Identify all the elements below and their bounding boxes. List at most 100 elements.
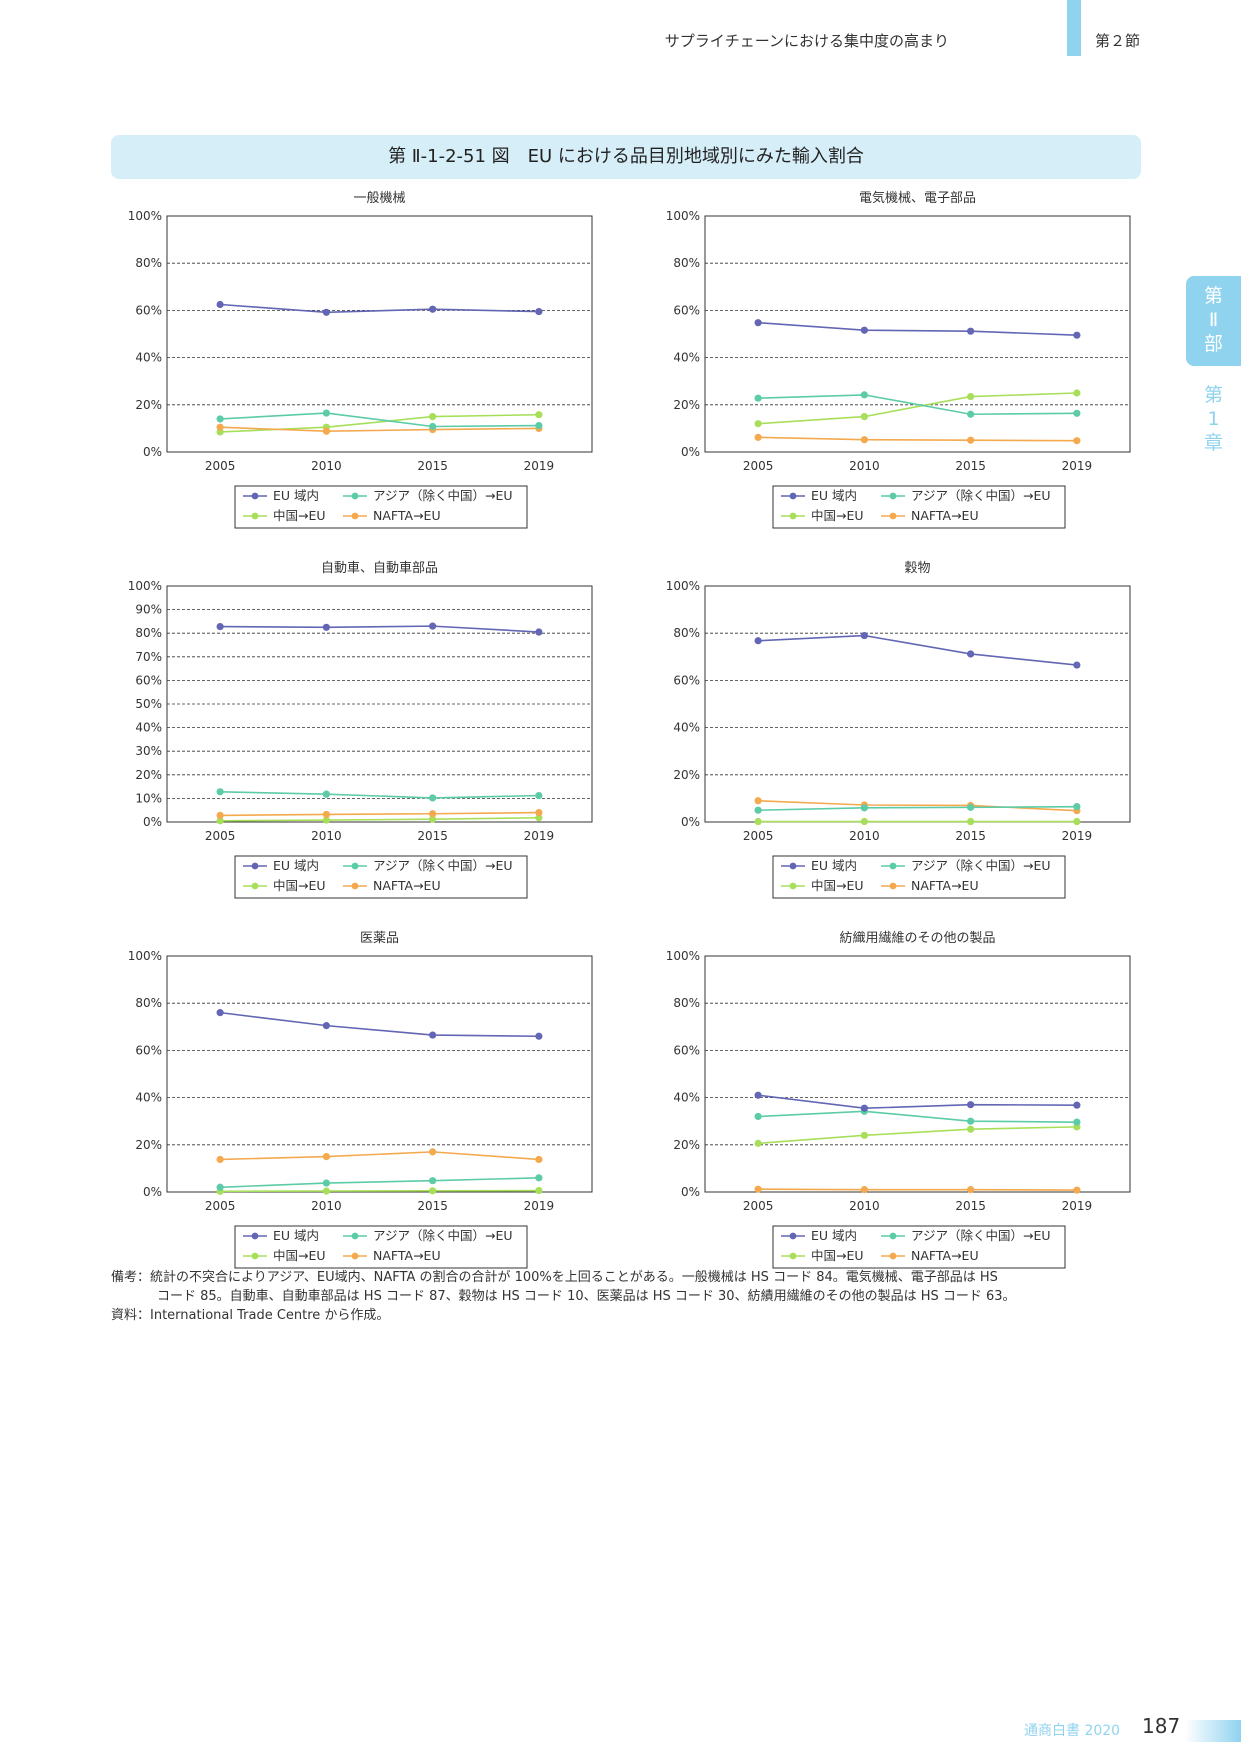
x-tick-label: 2019 xyxy=(524,1199,555,1213)
y-tick-label: 30% xyxy=(135,744,162,758)
data-point xyxy=(1073,331,1081,339)
chapter-tab-char: 第 xyxy=(1203,384,1223,406)
chapter-tab: 第 1 章 xyxy=(1186,383,1241,455)
data-point xyxy=(860,1186,868,1194)
plot-frame xyxy=(704,585,1131,823)
legend-swatch-dot xyxy=(789,882,797,890)
legend-box xyxy=(234,855,528,899)
data-point xyxy=(967,1125,975,1133)
data-point xyxy=(754,433,762,441)
part-tab-char: 第 xyxy=(1203,285,1223,307)
x-tick-label: 2005 xyxy=(743,829,774,843)
legend-label: EU 域内 xyxy=(273,488,319,503)
y-tick-label: 60% xyxy=(135,1043,162,1057)
series-line xyxy=(220,303,539,314)
data-point xyxy=(754,1139,762,1147)
data-point xyxy=(216,788,224,796)
legend-label: アジア（除く中国）→EU xyxy=(373,488,513,503)
plot-frame xyxy=(704,955,1131,1193)
data-point xyxy=(1073,1101,1081,1109)
data-point xyxy=(216,817,224,825)
plot-frame xyxy=(166,215,593,453)
series-line xyxy=(758,392,1077,425)
data-point xyxy=(860,817,868,826)
footer-book-title: 通商白書 2020 xyxy=(1024,1723,1121,1739)
data-point xyxy=(216,1009,224,1017)
data-point xyxy=(535,1155,543,1164)
y-tick-label: 0% xyxy=(681,815,700,829)
y-tick-label: 20% xyxy=(673,768,700,782)
y-tick-label: 40% xyxy=(673,351,700,365)
chart-title: 紡織用繊維のその他の製品 xyxy=(839,930,995,946)
y-tick-label: 100% xyxy=(666,209,700,223)
data-point xyxy=(216,622,224,631)
legend-swatch-dot xyxy=(889,512,897,520)
data-point xyxy=(860,1131,868,1139)
y-tick-label: 40% xyxy=(135,721,162,735)
page-number: 187 xyxy=(1142,1714,1181,1738)
data-point xyxy=(1073,661,1081,669)
part-tab-char: Ⅱ xyxy=(1208,309,1219,331)
running-header-section: 第２節 xyxy=(1095,32,1141,50)
data-point xyxy=(322,1187,330,1195)
legend-swatch-dot xyxy=(789,1252,797,1260)
x-tick-label: 2015 xyxy=(955,459,986,473)
data-point xyxy=(429,1031,437,1039)
y-tick-label: 80% xyxy=(135,996,162,1010)
data-point xyxy=(216,300,224,309)
legend-label: NAFTA→EU xyxy=(373,878,441,893)
chart-title: 自動車、自動車部品 xyxy=(321,561,438,576)
legend-label: アジア（除く中国）→EU xyxy=(373,1228,513,1243)
x-tick-label: 2005 xyxy=(205,1199,236,1213)
data-point xyxy=(429,1187,437,1195)
chart-title: 一般機械 xyxy=(353,190,405,206)
data-point xyxy=(1073,1118,1081,1126)
data-point xyxy=(322,1153,330,1161)
y-tick-label: 80% xyxy=(135,256,162,270)
data-point xyxy=(322,623,330,631)
data-point xyxy=(216,1183,224,1191)
data-point xyxy=(535,808,543,817)
legend-swatch-dot xyxy=(789,512,797,520)
legend-label: 中国→EU xyxy=(273,1248,326,1263)
x-tick-label: 2010 xyxy=(849,459,880,473)
series-line xyxy=(220,1189,539,1193)
data-point xyxy=(754,1091,762,1099)
legend-swatch-dot xyxy=(889,492,897,500)
legend-swatch-dot xyxy=(351,492,359,500)
y-tick-label: 60% xyxy=(135,673,162,687)
chart-title: 穀物 xyxy=(904,561,930,576)
y-tick-label: 80% xyxy=(135,626,162,640)
legend-label: アジア（除く中国）→EU xyxy=(911,858,1051,873)
data-point xyxy=(322,790,330,798)
data-point xyxy=(322,1179,330,1187)
data-point xyxy=(1073,409,1081,417)
data-point xyxy=(1073,437,1081,445)
y-tick-label: 10% xyxy=(135,791,162,805)
data-point xyxy=(322,810,330,819)
data-point xyxy=(535,1186,543,1195)
data-point xyxy=(754,420,762,428)
figure-title: 第 Ⅱ-1-2-51 図 EU における品目別地域別にみた輸入割合 xyxy=(111,135,1141,179)
data-point xyxy=(967,436,975,444)
data-point xyxy=(535,791,543,800)
x-tick-label: 2015 xyxy=(955,829,986,843)
data-point xyxy=(429,794,437,802)
x-tick-label: 2019 xyxy=(524,459,555,473)
series-line xyxy=(758,799,1077,812)
data-point xyxy=(429,810,437,818)
x-tick-label: 2010 xyxy=(849,1199,880,1213)
data-point xyxy=(754,806,762,814)
legend-label: 中国→EU xyxy=(811,1248,864,1263)
legend-label: EU 域内 xyxy=(811,1228,857,1243)
series-line xyxy=(220,426,539,433)
legend-swatch-dot xyxy=(251,882,259,890)
data-point xyxy=(860,413,868,421)
data-point xyxy=(322,409,330,417)
y-tick-label: 50% xyxy=(135,697,162,711)
data-point xyxy=(429,815,437,823)
y-tick-label: 80% xyxy=(673,256,700,270)
y-tick-label: 40% xyxy=(673,721,700,735)
legend-label: EU 域内 xyxy=(811,488,857,503)
